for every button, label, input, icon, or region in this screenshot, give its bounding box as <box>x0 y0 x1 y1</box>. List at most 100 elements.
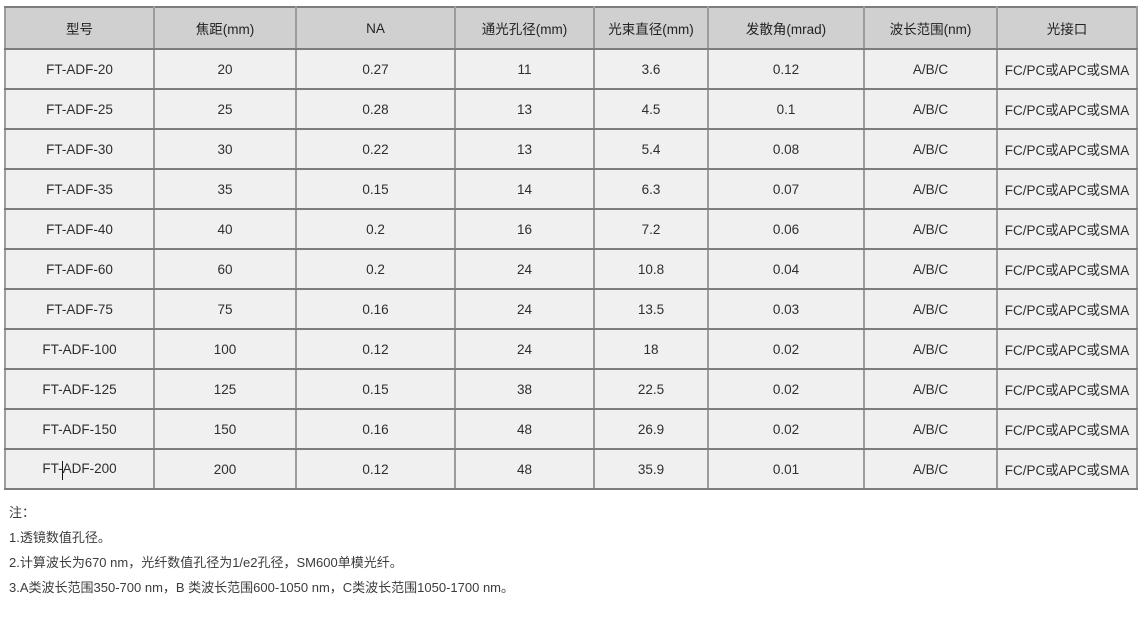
table-cell: 0.03 <box>707 288 865 330</box>
table-cell: 150 <box>153 408 297 450</box>
table-cell: 7.2 <box>593 208 709 250</box>
table-cell: 14 <box>454 168 595 210</box>
table-cell: 35.9 <box>593 448 709 490</box>
table-cell: A/B/C <box>863 328 998 370</box>
column-header: 型号 <box>4 6 155 50</box>
table-cell: 20 <box>153 48 297 90</box>
table-cell: FT-ADF-75 <box>4 288 155 330</box>
table-cell: 24 <box>454 288 595 330</box>
table-row: FT-ADF-30 30 0.22 13 5.4 0.08 A/B/C FC/PC或APC或S… <box>4 128 1138 170</box>
table-cell: FC/PC或APC或SMA <box>996 288 1138 330</box>
spec-table: 型号 焦距(mm) NA 通光孔径(mm) 光束直径(mm) 发散角(mrad) 波长范围(… <box>4 6 1138 490</box>
table-cell: 0.2 <box>295 208 456 250</box>
table-row: FT-ADF-20 20 0.27 11 3.6 0.12 A/B/C FC/PC或APC或S… <box>4 48 1138 90</box>
table-cell: 0.01 <box>707 448 865 490</box>
column-header: 发散角(mrad) <box>707 6 865 50</box>
table-cell: 0.12 <box>707 48 865 90</box>
table-cell: 13.5 <box>593 288 709 330</box>
table-cell: 60 <box>153 248 297 290</box>
table-cell: 0.2 <box>295 248 456 290</box>
table-row: FT-ADF-100 100 0.12 24 18 0.02 A/B/C FC/PC或APC或… <box>4 328 1138 370</box>
table-cell: 0.12 <box>295 448 456 490</box>
table-row: FT-ADF-200 200 0.12 48 35.9 0.01 A/B/C FC/PC或AP… <box>4 448 1138 490</box>
table-cell: 24 <box>454 248 595 290</box>
table-cell: FC/PC或APC或SMA <box>996 448 1138 490</box>
table-cell: FT-ADF-200 <box>4 448 155 490</box>
table-cell: 3.6 <box>593 48 709 90</box>
table-cell: 100 <box>153 328 297 370</box>
table-cell: 22.5 <box>593 368 709 410</box>
table-cell: A/B/C <box>863 48 998 90</box>
table-cell: 38 <box>454 368 595 410</box>
page: 型号 焦距(mm) NA 通光孔径(mm) 光束直径(mm) 发散角(mrad) 波长范围(… <box>4 6 1148 594</box>
table-cell: FC/PC或APC或SMA <box>996 168 1138 210</box>
table-cell: 6.3 <box>593 168 709 210</box>
table-cell: 0.06 <box>707 208 865 250</box>
table-cell: 0.12 <box>295 328 456 370</box>
table-cell: 0.27 <box>295 48 456 90</box>
header-row: 型号 焦距(mm) NA 通光孔径(mm) 光束直径(mm) 发散角(mrad) 波长范围(… <box>4 6 1138 50</box>
table-cell: 5.4 <box>593 128 709 170</box>
notes-title: 注： <box>9 505 36 520</box>
table-cell: 0.28 <box>295 88 456 130</box>
table-cell: FT-ADF-35 <box>4 168 155 210</box>
table-cell: FC/PC或APC或SMA <box>996 408 1138 450</box>
table-cell: 30 <box>153 128 297 170</box>
table-cell: 0.15 <box>295 168 456 210</box>
table-cell: A/B/C <box>863 128 998 170</box>
table-cell: A/B/C <box>863 208 998 250</box>
column-header: NA <box>295 6 456 50</box>
table-row: FT-ADF-25 25 0.28 13 4.5 0.1 A/B/C FC/PC或APC或SM… <box>4 88 1138 130</box>
notes-section: 注： 1.透镜数值孔径。 2.计算波长为670 nm，光纤数值孔径为1/e2孔径… <box>4 490 1148 594</box>
table-cell: FT-ADF-20 <box>4 48 155 90</box>
table-cell: 48 <box>454 408 595 450</box>
table-cell: 125 <box>153 368 297 410</box>
table-cell: 18 <box>593 328 709 370</box>
table-cell: 10.8 <box>593 248 709 290</box>
table-cell: 13 <box>454 88 595 130</box>
column-header: 光接口 <box>996 6 1138 50</box>
table-cell: FC/PC或APC或SMA <box>996 88 1138 130</box>
table-cell: 24 <box>454 328 595 370</box>
table-cell: FT-ADF-125 <box>4 368 155 410</box>
table-cell: 75 <box>153 288 297 330</box>
table-row: FT-ADF-40 40 0.2 16 7.2 0.06 A/B/C FC/PC或APC或SM… <box>4 208 1138 250</box>
table-cell: 16 <box>454 208 595 250</box>
table-cell: 35 <box>153 168 297 210</box>
table-cell: FT-ADF-25 <box>4 88 155 130</box>
table-cell: FC/PC或APC或SMA <box>996 208 1138 250</box>
table-cell: FT-ADF-40 <box>4 208 155 250</box>
table-cell: FT-ADF-60 <box>4 248 155 290</box>
table-cell: 0.22 <box>295 128 456 170</box>
table-cell: FC/PC或APC或SMA <box>996 48 1138 90</box>
table-cell: FC/PC或APC或SMA <box>996 128 1138 170</box>
column-header: 光束直径(mm) <box>593 6 709 50</box>
table-row: FT-ADF-75 75 0.16 24 13.5 0.03 A/B/C FC/PC或APC或… <box>4 288 1138 330</box>
table-cell: FC/PC或APC或SMA <box>996 328 1138 370</box>
table-cell: 0.16 <box>295 408 456 450</box>
table-row: FT-ADF-150 150 0.16 48 26.9 0.02 A/B/C FC/PC或AP… <box>4 408 1138 450</box>
table-cell: 0.04 <box>707 248 865 290</box>
column-header: 通光孔径(mm) <box>454 6 595 50</box>
table-cell: 0.15 <box>295 368 456 410</box>
column-header: 波长范围(nm) <box>863 6 998 50</box>
table-cell: A/B/C <box>863 448 998 490</box>
table-cell: 200 <box>153 448 297 490</box>
table-cell: 0.07 <box>707 168 865 210</box>
note-line: 3.A类波长范围350-700 nm，B 类波长范围600-1050 nm，C类… <box>9 580 515 595</box>
table-cell: 25 <box>153 88 297 130</box>
column-header: 焦距(mm) <box>153 6 297 50</box>
table-cell: 4.5 <box>593 88 709 130</box>
table-cell: FT-ADF-100 <box>4 328 155 370</box>
table-cell: A/B/C <box>863 368 998 410</box>
table-cell: A/B/C <box>863 168 998 210</box>
table-row: FT-ADF-60 60 0.2 24 10.8 0.04 A/B/C FC/PC或APC或S… <box>4 248 1138 290</box>
table-cell: 26.9 <box>593 408 709 450</box>
table-cell: 0.16 <box>295 288 456 330</box>
table-cell: A/B/C <box>863 288 998 330</box>
table-cell: 0.1 <box>707 88 865 130</box>
table-cell: 0.02 <box>707 328 865 370</box>
table-cell: 0.02 <box>707 368 865 410</box>
table-cell: 48 <box>454 448 595 490</box>
table-cell: FC/PC或APC或SMA <box>996 248 1138 290</box>
